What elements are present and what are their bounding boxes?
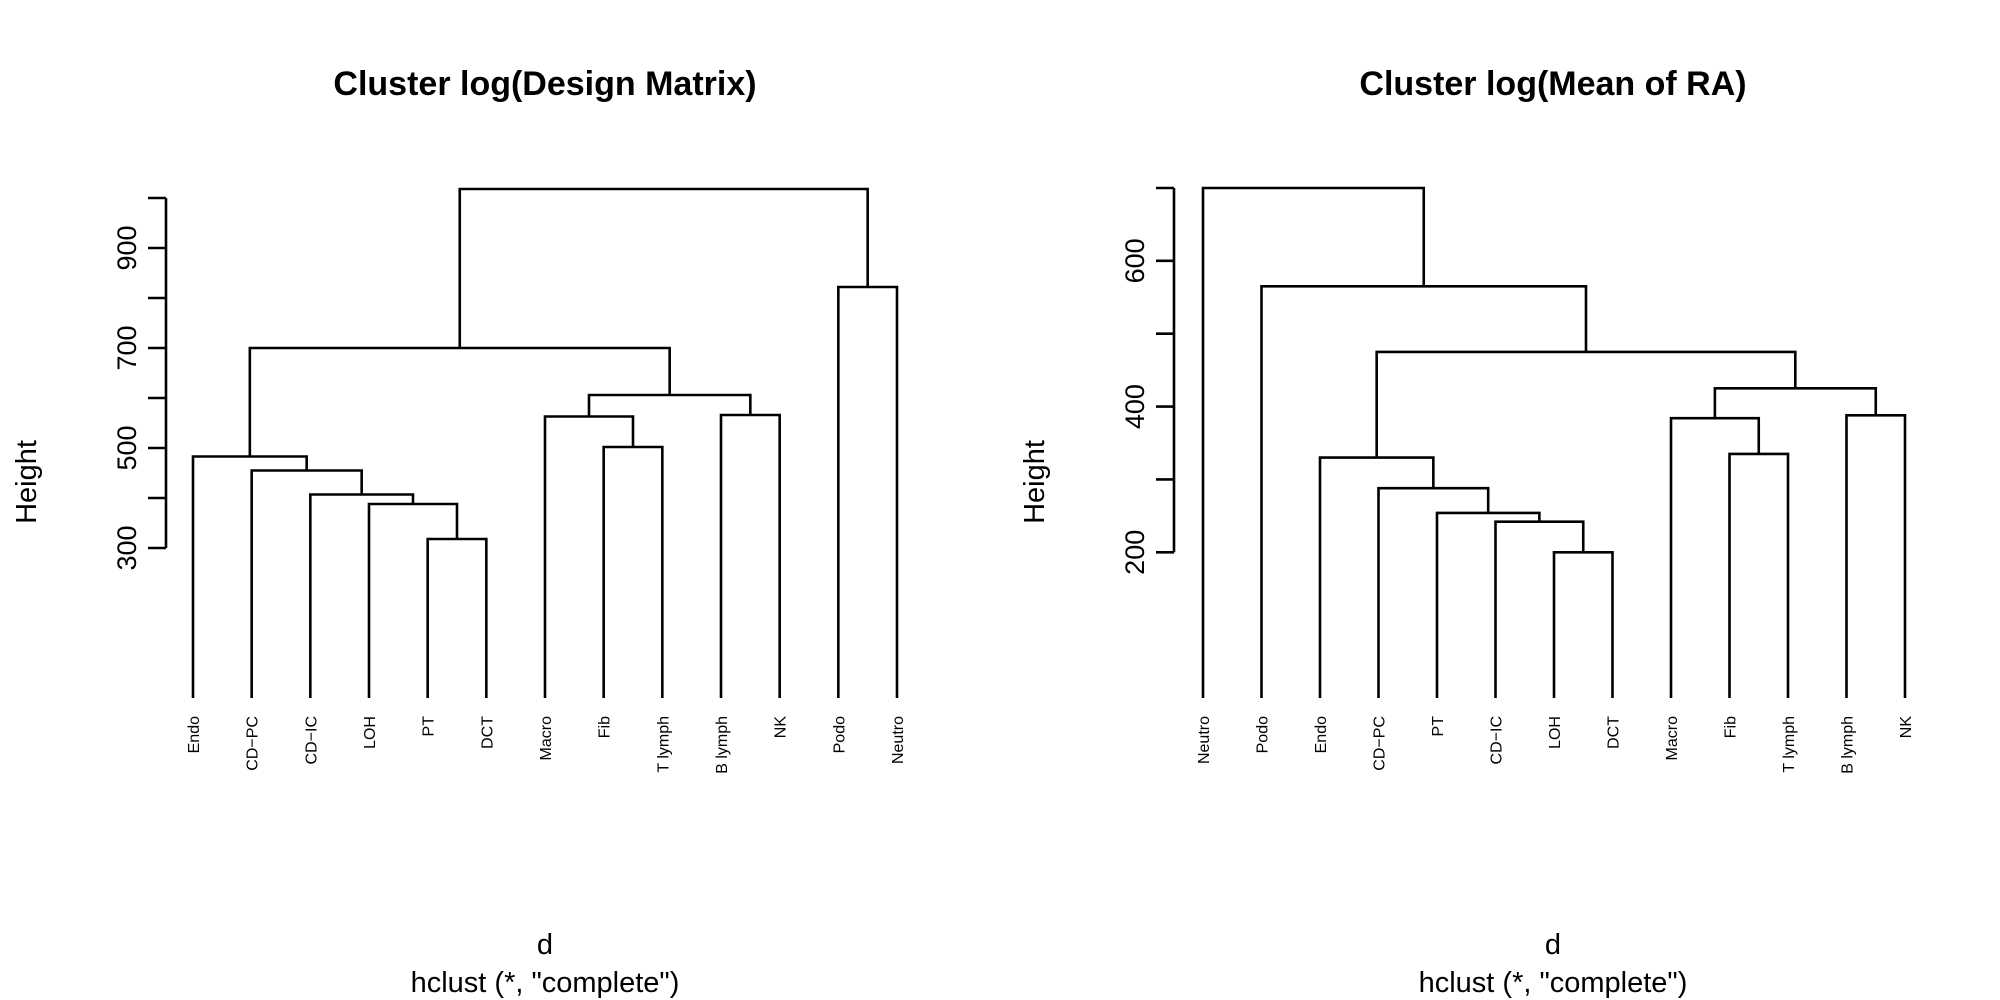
leaf-labels: Endo CD−PC CD−IC LOH PT DCT Macro Fib T lymph B l… bbox=[186, 716, 907, 774]
leaf-label: NK bbox=[1898, 716, 1915, 739]
dendrogram-branch bbox=[1728, 452, 1790, 698]
dendrogram-branch bbox=[1260, 285, 1588, 698]
dendrogram-branch bbox=[1713, 387, 1878, 419]
dendrogram-branches bbox=[191, 187, 899, 698]
method-sublabel: hclust (*, "complete") bbox=[411, 967, 680, 999]
dendrogram-branch bbox=[1669, 416, 1761, 698]
dendrogram-branch bbox=[837, 285, 899, 698]
leaf-label: Macro bbox=[1664, 716, 1681, 761]
y-tick-label: 600 bbox=[1120, 238, 1150, 283]
y-axis: 200 400 600 bbox=[1120, 186, 1176, 575]
leaf-label: CD−IC bbox=[1489, 716, 1506, 764]
leaf-label: T lymph bbox=[655, 716, 672, 773]
y-tick-label: 400 bbox=[1120, 384, 1150, 429]
dendrogram-branch bbox=[719, 413, 781, 698]
leaf-label: Neutro bbox=[890, 716, 907, 764]
leaf-label: CD−IC bbox=[303, 716, 320, 764]
y-tick-label: 700 bbox=[112, 325, 142, 370]
leaf-label: LOH bbox=[1547, 716, 1564, 749]
y-tick-label: 300 bbox=[112, 525, 142, 570]
leaf-label: PT bbox=[421, 716, 438, 737]
x-axis-label: d bbox=[537, 929, 553, 961]
y-axis-label: Height bbox=[11, 440, 43, 524]
leaf-labels: Neutro Podo Endo CD−PC PT CD−IC LOH DCT Macro Fib… bbox=[1196, 716, 1915, 774]
dendrogram-branch bbox=[1201, 186, 1426, 698]
leaf-label: PT bbox=[1430, 716, 1447, 737]
y-tick-label: 200 bbox=[1120, 530, 1150, 575]
dendrogram-branch bbox=[1435, 511, 1541, 698]
y-axis-label: Height bbox=[1019, 440, 1051, 524]
leaf-label: Neutro bbox=[1196, 716, 1213, 764]
dendrogram-branch bbox=[587, 393, 752, 417]
y-tick-label: 900 bbox=[112, 225, 142, 270]
leaf-label: Endo bbox=[1313, 716, 1330, 753]
leaf-label: DCT bbox=[1606, 716, 1623, 749]
dendrogram-branch bbox=[426, 537, 488, 698]
leaf-label: Endo bbox=[186, 716, 203, 753]
dendrogram-panel-design-matrix: Cluster log(Design Matrix) Height d hclu… bbox=[11, 65, 907, 999]
dendrogram-panel-mean-of-ra: Cluster log(Mean of RA) Height d hclust … bbox=[1019, 65, 1915, 999]
dendrogram-branch bbox=[1377, 486, 1490, 698]
leaf-label: NK bbox=[773, 716, 790, 739]
leaf-label: LOH bbox=[362, 716, 379, 749]
leaf-label: Podo bbox=[1255, 716, 1272, 753]
leaf-label: CD−PC bbox=[1372, 716, 1389, 771]
method-sublabel: hclust (*, "complete") bbox=[1419, 967, 1688, 999]
dendrogram-branch bbox=[1494, 520, 1585, 698]
dendrogram-branch bbox=[1375, 350, 1797, 458]
chart-title: Cluster log(Design Matrix) bbox=[333, 65, 756, 103]
leaf-label: Fib bbox=[1723, 716, 1740, 738]
y-axis: 300 500 700 900 bbox=[112, 196, 168, 571]
leaf-label: CD−PC bbox=[245, 716, 262, 771]
y-tick-label: 500 bbox=[112, 425, 142, 470]
leaf-label: T lymph bbox=[1781, 716, 1798, 773]
dendrogram-branch bbox=[191, 455, 308, 698]
dendrogram-branch bbox=[543, 415, 635, 698]
leaf-label: DCT bbox=[479, 716, 496, 749]
leaf-label: Fib bbox=[597, 716, 614, 738]
dendrogram-branch bbox=[1845, 414, 1907, 698]
dendrogram-branch bbox=[309, 493, 415, 698]
leaf-label: B lymph bbox=[714, 716, 731, 774]
dendrogram-branch bbox=[602, 445, 664, 698]
dendrogram-branch bbox=[367, 502, 459, 698]
dendrogram-branch bbox=[1552, 550, 1614, 698]
dendrogram-branch bbox=[1318, 456, 1435, 698]
dendrogram-branch bbox=[250, 469, 363, 698]
dendrogram-branch bbox=[458, 187, 869, 348]
leaf-label: Macro bbox=[538, 716, 555, 761]
leaf-label: Podo bbox=[831, 716, 848, 753]
x-axis-label: d bbox=[1545, 929, 1561, 961]
dendrogram-branch bbox=[248, 346, 671, 457]
dendrogram-branches bbox=[1201, 186, 1907, 698]
leaf-label: B lymph bbox=[1840, 716, 1857, 774]
chart-title: Cluster log(Mean of RA) bbox=[1359, 65, 1746, 103]
